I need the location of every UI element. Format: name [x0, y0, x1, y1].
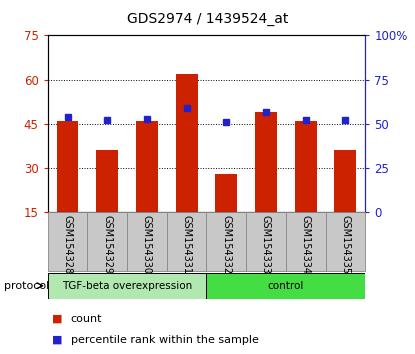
Bar — [127, 212, 167, 271]
Bar — [207, 273, 365, 299]
Bar — [325, 212, 365, 271]
Text: GSM154328: GSM154328 — [63, 215, 73, 274]
Bar — [295, 121, 317, 212]
Bar — [136, 121, 158, 212]
Text: TGF-beta overexpression: TGF-beta overexpression — [62, 281, 192, 291]
Text: GSM154335: GSM154335 — [340, 215, 350, 274]
Text: control: control — [268, 281, 304, 291]
Bar — [255, 112, 277, 212]
Bar — [57, 121, 78, 212]
Bar — [167, 212, 207, 271]
Bar — [176, 74, 198, 212]
Bar — [286, 212, 325, 271]
Text: ■: ■ — [52, 335, 62, 345]
Text: count: count — [71, 314, 102, 324]
Bar — [96, 150, 118, 212]
Bar — [215, 174, 237, 212]
Text: GSM154334: GSM154334 — [301, 215, 311, 274]
Text: GSM154333: GSM154333 — [261, 215, 271, 274]
Bar — [246, 212, 286, 271]
Text: GSM154332: GSM154332 — [221, 215, 231, 274]
Bar — [48, 212, 88, 271]
Bar — [207, 212, 246, 271]
Text: GDS2974 / 1439524_at: GDS2974 / 1439524_at — [127, 12, 288, 27]
Text: ■: ■ — [52, 314, 62, 324]
Text: GSM154330: GSM154330 — [142, 215, 152, 274]
Bar — [48, 273, 207, 299]
Text: GSM154331: GSM154331 — [182, 215, 192, 274]
Text: GSM154329: GSM154329 — [102, 215, 112, 274]
Text: percentile rank within the sample: percentile rank within the sample — [71, 335, 259, 345]
Text: protocol: protocol — [4, 281, 49, 291]
Bar — [88, 212, 127, 271]
Bar — [334, 150, 356, 212]
